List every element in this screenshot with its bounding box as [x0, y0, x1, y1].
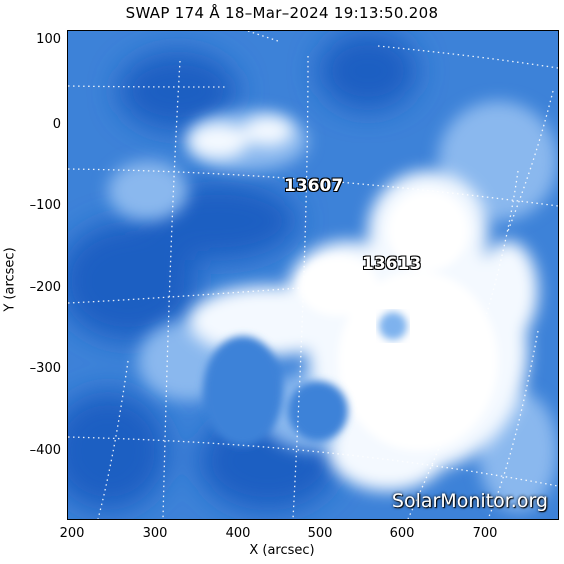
active-region-label: 13607 [284, 176, 344, 196]
x-tick-label: 500 [307, 526, 333, 541]
y-tick-label: 100 [36, 32, 61, 47]
x-tick-label: 600 [389, 526, 415, 541]
y-axis-label: Y (arcsec) [2, 247, 18, 312]
active-region-label: 13613 [362, 254, 422, 274]
x-axis-label: X (arcsec) [249, 543, 315, 558]
x-tick-label: 200 [59, 526, 85, 541]
y-tick-label: –300 [29, 361, 61, 376]
watermark: SolarMonitor.org [391, 490, 548, 512]
solar-image-plot: 13607 13613 [67, 30, 559, 520]
image-title: SWAP 174 Å 18–Mar–2024 19:13:50.208 [125, 4, 439, 22]
solar-image [68, 31, 558, 519]
y-tick-label: –200 [29, 280, 61, 295]
y-tick-label: 0 [52, 117, 61, 132]
x-tick-label: 700 [472, 526, 498, 541]
x-tick-label: 300 [142, 526, 168, 541]
y-tick-label: –100 [29, 198, 61, 213]
y-tick-label: –400 [29, 443, 61, 458]
x-tick-label: 400 [225, 526, 251, 541]
